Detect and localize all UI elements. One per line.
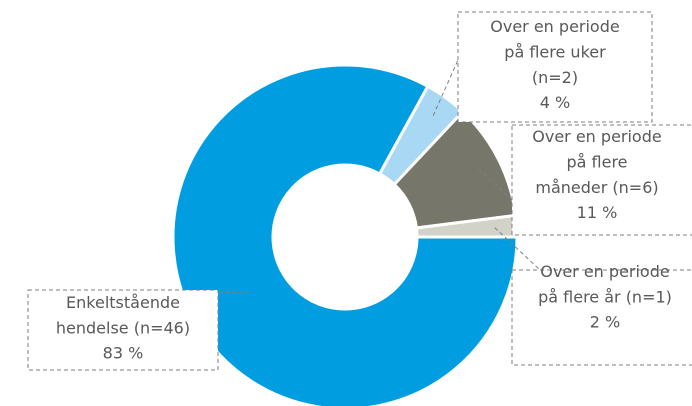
- label-box: [511, 124, 692, 236]
- label-box: [511, 269, 692, 366]
- data-label-category: Over en periode på flere måneder (n=6): [532, 127, 661, 197]
- donut-slice: [171, 63, 519, 406]
- data-label-value: 11 %: [577, 203, 618, 222]
- data-label-category: Enkeltstående hendelse (n=46): [56, 293, 190, 338]
- data-label-value: 2 %: [590, 313, 620, 332]
- data-label-value: 4 %: [540, 93, 570, 112]
- data-label-value: 83 %: [103, 344, 144, 363]
- leader-line: [494, 227, 541, 271]
- data-label-category: Over en periode på flere år (n=1): [538, 262, 672, 307]
- leader-line: [478, 168, 513, 201]
- data-label-category: Over en periode på flere uker (n=2): [490, 17, 619, 87]
- label-box: [457, 11, 653, 123]
- label-box: [27, 289, 219, 371]
- leader-line: [432, 59, 459, 116]
